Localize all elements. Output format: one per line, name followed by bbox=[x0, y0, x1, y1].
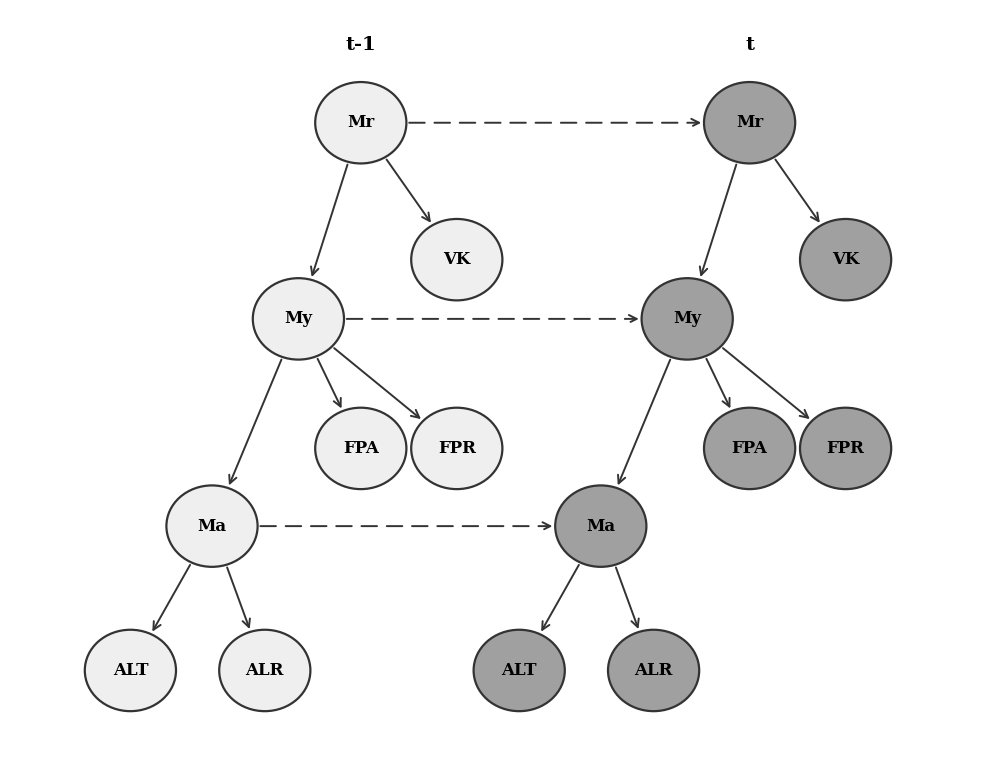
Ellipse shape bbox=[411, 408, 502, 489]
Text: Mr: Mr bbox=[347, 114, 374, 131]
Text: ALT: ALT bbox=[113, 662, 148, 679]
Text: Mr: Mr bbox=[736, 114, 763, 131]
Text: t: t bbox=[745, 36, 754, 54]
Ellipse shape bbox=[474, 630, 565, 711]
Text: ALT: ALT bbox=[501, 662, 537, 679]
Text: Ma: Ma bbox=[197, 517, 227, 534]
Ellipse shape bbox=[642, 278, 733, 359]
Ellipse shape bbox=[608, 630, 699, 711]
Text: t-1: t-1 bbox=[345, 36, 376, 54]
Text: Ma: Ma bbox=[586, 517, 615, 534]
Ellipse shape bbox=[315, 408, 406, 489]
Text: FPA: FPA bbox=[732, 440, 768, 457]
Text: FPR: FPR bbox=[438, 440, 476, 457]
Text: ALR: ALR bbox=[246, 662, 284, 679]
Text: VK: VK bbox=[832, 251, 859, 268]
Ellipse shape bbox=[704, 408, 795, 489]
Ellipse shape bbox=[704, 82, 795, 163]
Ellipse shape bbox=[411, 219, 502, 301]
Text: ALR: ALR bbox=[634, 662, 673, 679]
Ellipse shape bbox=[555, 486, 646, 567]
Ellipse shape bbox=[85, 630, 176, 711]
Ellipse shape bbox=[800, 408, 891, 489]
Ellipse shape bbox=[800, 219, 891, 301]
Ellipse shape bbox=[315, 82, 406, 163]
Text: VK: VK bbox=[443, 251, 470, 268]
Text: FPR: FPR bbox=[827, 440, 865, 457]
Text: FPA: FPA bbox=[343, 440, 379, 457]
Ellipse shape bbox=[166, 486, 258, 567]
Ellipse shape bbox=[219, 630, 310, 711]
Text: My: My bbox=[284, 311, 312, 328]
Ellipse shape bbox=[253, 278, 344, 359]
Text: My: My bbox=[673, 311, 701, 328]
